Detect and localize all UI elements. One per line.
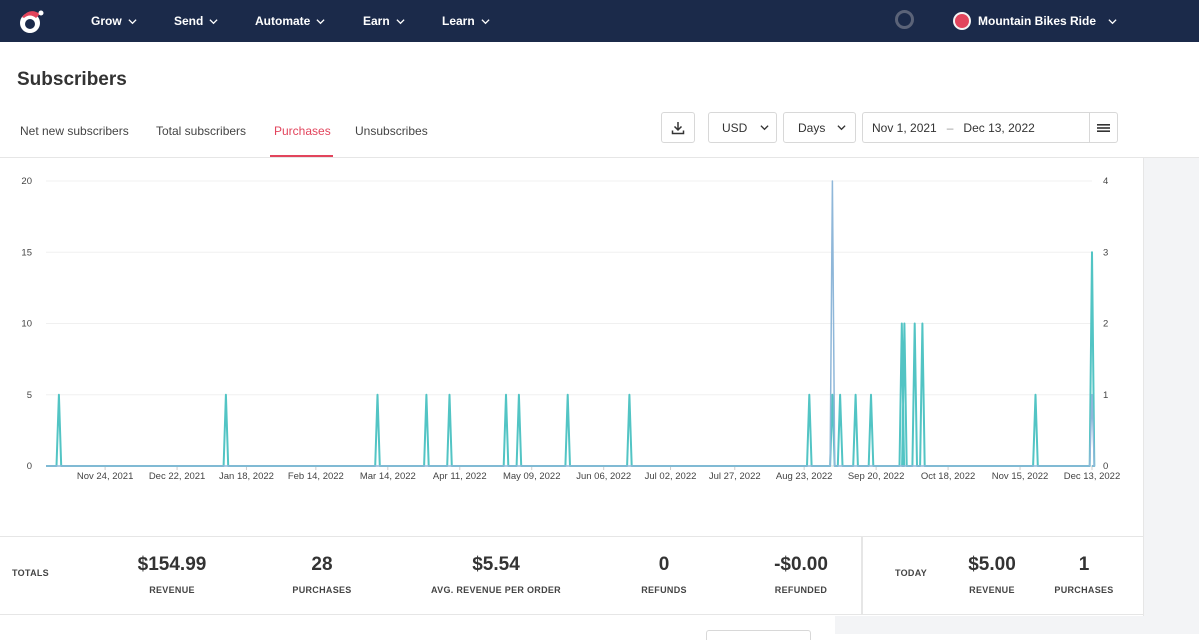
y-right-tick-label: 4 (1103, 176, 1108, 187)
x-tick-label: Jul 27, 2022 (709, 471, 761, 482)
logo-icon[interactable] (16, 6, 46, 36)
stat-revenue-label: REVENUE (138, 585, 207, 595)
nav-learn-menu[interactable]: Learn (442, 0, 490, 42)
nav-automate-menu[interactable]: Automate (255, 0, 325, 42)
chevron-down-icon (209, 17, 218, 26)
x-tick-label: Jul 02, 2022 (645, 471, 697, 482)
tab-purchases[interactable]: Purchases (274, 124, 331, 138)
stat-revenue-value: $154.99 (138, 554, 207, 576)
today-revenue: $5.00 REVENUE (968, 554, 1016, 595)
currency-value: USD (722, 121, 747, 135)
page-title: Subscribers (17, 69, 127, 91)
nav-grow-menu[interactable]: Grow (91, 0, 137, 42)
purchases-chart: 0 5 10 15 20 0 1 2 3 4 Nov 24, 2021 Dec 22, 2021 J… (0, 158, 1143, 498)
chevron-down-icon (396, 17, 405, 26)
date-separator: – (947, 121, 954, 135)
x-tick-label: Oct 18, 2022 (921, 471, 975, 482)
chevron-down-icon (1108, 17, 1117, 26)
x-axis: Nov 24, 2021 Dec 22, 2021 Jan 18, 2022 Feb … (46, 466, 1120, 482)
stat-purchases-label: PURCHASES (292, 585, 351, 595)
today-purchases-value: 1 (1054, 554, 1113, 576)
tab-total-subscribers[interactable]: Total subscribers (156, 124, 246, 138)
x-tick-label: Nov 15, 2022 (992, 471, 1049, 482)
interval-value: Days (798, 121, 825, 135)
divider (861, 536, 863, 615)
y-left-tick-label: 10 (21, 319, 32, 330)
nav-send-menu[interactable]: Send (174, 0, 218, 42)
date-start: Nov 1, 2021 (872, 121, 937, 135)
x-tick-label: Jan 18, 2022 (219, 471, 274, 482)
x-tick-label: Jun 06, 2022 (576, 471, 631, 482)
y-right-tick-label: 3 (1103, 247, 1108, 258)
today-revenue-label: REVENUE (968, 585, 1016, 595)
y-right-tick-label: 2 (1103, 319, 1108, 330)
chevron-down-icon (760, 123, 769, 132)
x-tick-label: Feb 14, 2022 (288, 471, 344, 482)
nav-send-label: Send (174, 14, 203, 28)
chevron-down-icon (128, 17, 137, 26)
nav-grow-label: Grow (91, 14, 122, 28)
interval-select[interactable]: Days (783, 112, 856, 143)
stat-refunded-value: -$0.00 (774, 554, 828, 576)
nav-automate-label: Automate (255, 14, 310, 28)
x-tick-label: May 09, 2022 (503, 471, 561, 482)
nav-earn-menu[interactable]: Earn (363, 0, 405, 42)
tab-net-new-subscribers[interactable]: Net new subscribers (20, 124, 129, 138)
stat-purchases: 28 PURCHASES (292, 554, 351, 595)
account-menu[interactable]: Mountain Bikes Ride (953, 0, 1117, 42)
chevron-down-icon (837, 123, 846, 132)
y-axis-left: 0 5 10 15 20 (21, 176, 32, 472)
loading-spinner-icon (895, 10, 914, 29)
tab-unsubscribes[interactable]: Unsubscribes (355, 124, 428, 138)
x-tick-label: Aug 23, 2022 (776, 471, 833, 482)
x-tick-label: Dec 13, 2022 (1064, 471, 1121, 482)
avatar (953, 12, 971, 30)
nav-earn-label: Earn (363, 14, 390, 28)
y-left-tick-label: 15 (21, 247, 32, 258)
currency-select[interactable]: USD (708, 112, 777, 143)
x-tick-label: Dec 22, 2021 (149, 471, 206, 482)
stat-refunds-value: 0 (641, 554, 687, 576)
account-name: Mountain Bikes Ride (978, 14, 1096, 28)
totals-label: TOTALS (12, 568, 49, 578)
bottom-panel (835, 616, 1199, 634)
chevron-down-icon (316, 17, 325, 26)
stat-avg-revenue-label: AVG. REVENUE PER ORDER (431, 585, 561, 595)
hamburger-icon (1097, 123, 1110, 133)
download-icon (670, 120, 686, 136)
stat-purchases-value: 28 (292, 554, 351, 576)
y-left-tick-label: 5 (27, 390, 32, 401)
series-line (46, 252, 1094, 466)
x-tick-label: Sep 20, 2022 (848, 471, 905, 482)
y-left-tick-label: 0 (27, 461, 32, 472)
side-panel (1143, 158, 1199, 634)
x-tick-label: Nov 24, 2021 (77, 471, 134, 482)
today-purchases-label: PURCHASES (1054, 585, 1113, 595)
today-purchases: 1 PURCHASES (1054, 554, 1113, 595)
bottom-button[interactable] (706, 630, 811, 640)
today-revenue-value: $5.00 (968, 554, 1016, 576)
stat-avg-revenue-value: $5.54 (431, 554, 561, 576)
chart-grid (46, 181, 1092, 395)
y-right-tick-label: 1 (1103, 390, 1108, 401)
date-end: Dec 13, 2022 (963, 121, 1034, 135)
stat-avg-revenue: $5.54 AVG. REVENUE PER ORDER (431, 554, 561, 595)
today-label: TODAY (895, 568, 927, 578)
chart-menu-button[interactable] (1089, 112, 1118, 143)
top-navigation-bar: Grow Send Automate Earn Learn Mountain B… (0, 0, 1199, 42)
x-tick-label: Apr 11, 2022 (433, 471, 487, 482)
stat-refunds-label: REFUNDS (641, 585, 687, 595)
stat-refunds: 0 REFUNDS (641, 554, 687, 595)
y-left-tick-label: 20 (21, 176, 32, 187)
nav-learn-label: Learn (442, 14, 475, 28)
stat-revenue: $154.99 REVENUE (138, 554, 207, 595)
date-range-picker[interactable]: Nov 1, 2021 – Dec 13, 2022 (862, 112, 1090, 143)
chevron-down-icon (481, 17, 490, 26)
x-tick-label: Mar 14, 2022 (360, 471, 416, 482)
stat-refunded: -$0.00 REFUNDED (774, 554, 828, 595)
download-button[interactable] (661, 112, 695, 143)
stat-refunded-label: REFUNDED (774, 585, 828, 595)
